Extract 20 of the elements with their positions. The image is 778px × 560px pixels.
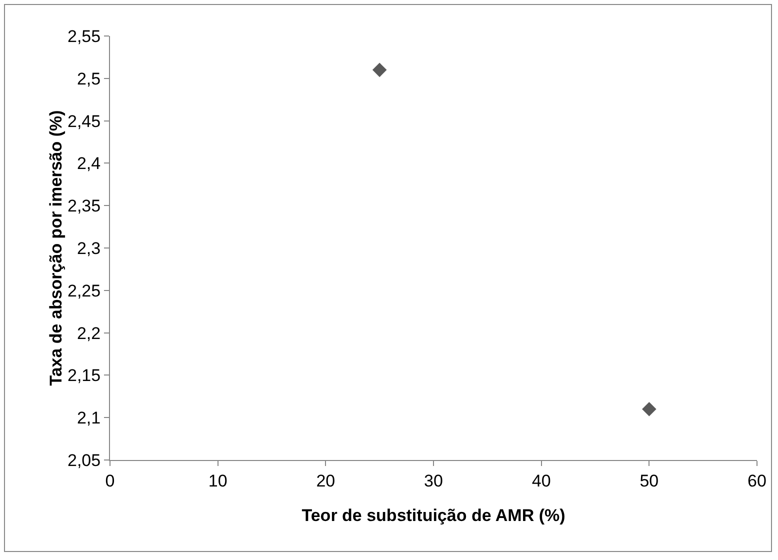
y-tick-label: 2,15 bbox=[68, 366, 101, 386]
y-tick-label: 2,3 bbox=[76, 238, 101, 258]
y-tick-label: 2,1 bbox=[76, 408, 101, 428]
x-tick-label: 0 bbox=[105, 471, 115, 490]
x-tick-label: 10 bbox=[208, 471, 228, 490]
y-tick-label: 2,45 bbox=[68, 112, 101, 131]
x-tick-label: 40 bbox=[532, 471, 551, 490]
x-axis-title: Teor de substituição de AMR (%) bbox=[302, 506, 566, 525]
y-tick-label: 2,05 bbox=[68, 450, 101, 470]
x-tick-label: 60 bbox=[748, 471, 766, 490]
y-tick-label: 2,5 bbox=[76, 69, 101, 88]
y-tick-label: 2,35 bbox=[68, 196, 101, 216]
x-tick-label: 50 bbox=[640, 471, 659, 490]
y-tick-label: 2,4 bbox=[76, 154, 101, 174]
y-tick-label: 2,55 bbox=[68, 26, 101, 46]
y-axis-title: Taxa de absorção por imersão (%) bbox=[46, 110, 66, 386]
x-tick-label: 20 bbox=[316, 471, 336, 490]
y-tick-label: 2,2 bbox=[76, 324, 101, 343]
x-tick-label: 30 bbox=[424, 471, 443, 490]
y-tick-label: 2,25 bbox=[68, 281, 101, 300]
